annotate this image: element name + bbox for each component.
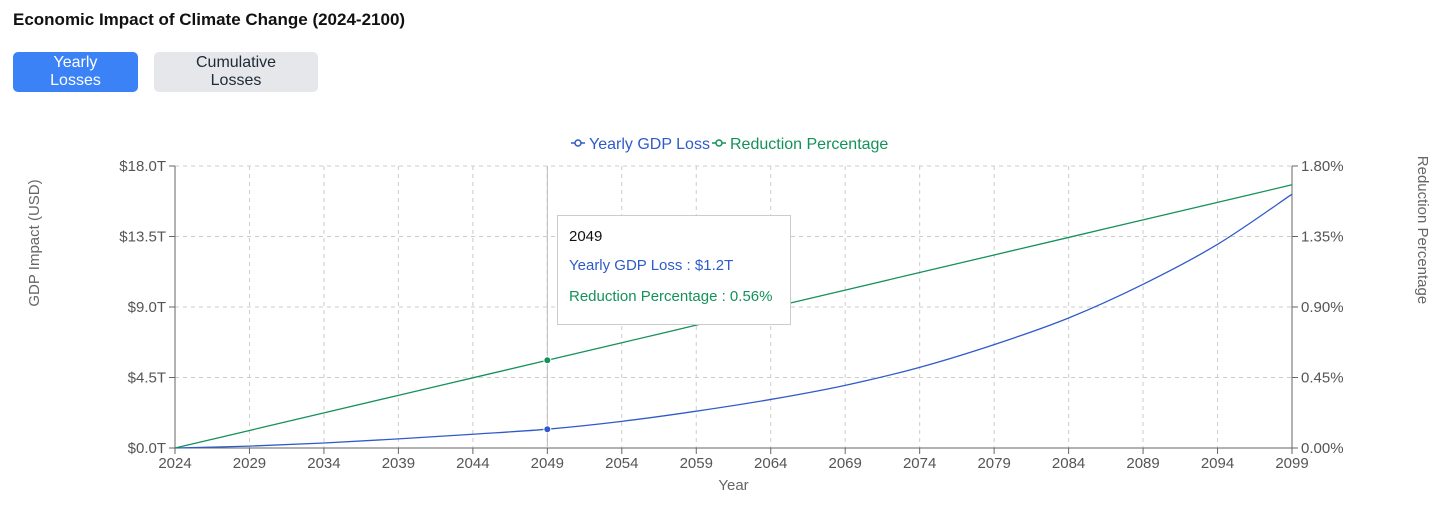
y-right-tick-label: 0.45%	[1301, 370, 1344, 387]
y-right-tick-label: 0.00%	[1301, 440, 1344, 457]
chart-tooltip: 2049 Yearly GDP Loss : $1.2T Reduction P…	[557, 215, 791, 325]
legend-gdp-label: Yearly GDP Loss	[589, 136, 710, 153]
reduction-active-point	[543, 356, 552, 365]
x-tick-label: 2054	[605, 455, 638, 472]
tooltip-gdp-value: Yearly GDP Loss : $1.2T	[569, 257, 734, 274]
x-tick-label: 2074	[903, 455, 936, 472]
y-left-tick-label: $0.0T	[128, 440, 166, 457]
y-axis-left-label: GDP Impact (USD)	[26, 179, 43, 306]
x-tick-label: 2099	[1275, 455, 1308, 472]
legend-reduction-label: Reduction Percentage	[730, 136, 888, 153]
cumulative-losses-button[interactable]: Cumulative Losses	[154, 52, 318, 92]
chart-title: Economic Impact of Climate Change (2024-…	[13, 10, 406, 29]
y-right-tick-label: 0.90%	[1301, 299, 1344, 316]
x-tick-label: 2089	[1126, 455, 1159, 472]
x-tick-label: 2029	[233, 455, 266, 472]
x-tick-label: 2079	[977, 455, 1010, 472]
gdp-active-point	[543, 425, 552, 434]
x-tick-label: 2034	[307, 455, 340, 472]
yearly-losses-button[interactable]: Yearly Losses	[13, 52, 138, 92]
y-left-tick-label: $9.0T	[128, 299, 166, 316]
legend-reduction-marker	[715, 139, 723, 147]
gdp-loss-line	[174, 193, 1293, 449]
x-tick-label: 2084	[1052, 455, 1085, 472]
x-tick-label: 2069	[829, 455, 862, 472]
tooltip-year: 2049	[569, 228, 603, 245]
y-right-tick-label: 1.35%	[1301, 229, 1344, 246]
x-axis-label: Year	[718, 477, 748, 494]
legend-gdp-marker	[574, 139, 582, 147]
x-tick-label: 2039	[382, 455, 415, 472]
y-axis-right-label: Reduction Percentage	[1414, 156, 1431, 304]
y-left-tick-label: $4.5T	[128, 370, 166, 387]
y-right-tick-label: 1.80%	[1301, 158, 1344, 175]
x-tick-label: 2044	[456, 455, 489, 472]
x-tick-label: 2064	[754, 455, 787, 472]
x-tick-label: 2059	[680, 455, 713, 472]
x-tick-label: 2024	[158, 455, 191, 472]
x-tick-label: 2094	[1201, 455, 1234, 472]
y-left-tick-label: $13.5T	[119, 229, 166, 246]
tooltip-reduction-value: Reduction Percentage : 0.56%	[569, 288, 773, 305]
x-tick-label: 2049	[531, 455, 564, 472]
y-left-tick-label: $18.0T	[119, 158, 166, 175]
